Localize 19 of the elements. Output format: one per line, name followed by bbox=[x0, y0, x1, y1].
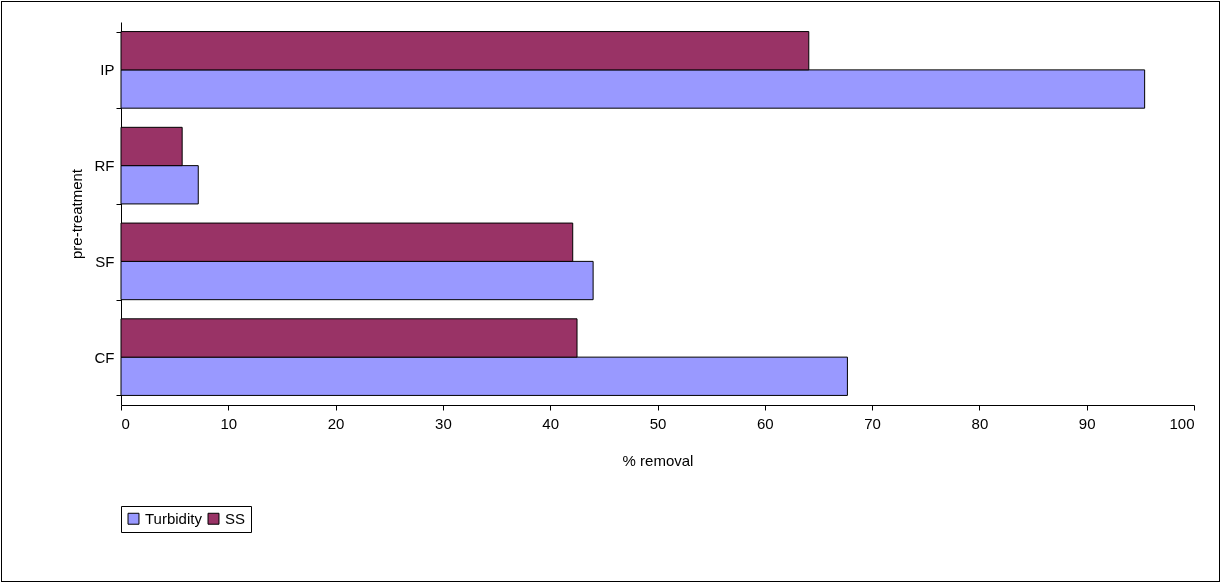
y-tick-label: RF bbox=[94, 157, 115, 175]
y-tick-label: SF bbox=[95, 252, 115, 270]
x-tick-label: 30 bbox=[435, 414, 452, 432]
x-tick-label: 90 bbox=[1078, 414, 1096, 432]
x-tick-label: 100 bbox=[1169, 414, 1195, 432]
x-tick-label: 40 bbox=[542, 414, 560, 432]
x-tick-label: 0 bbox=[121, 414, 130, 432]
x-tick-label: 20 bbox=[327, 414, 345, 432]
y-tick-label: IP bbox=[100, 61, 115, 79]
legend-label: SS bbox=[225, 509, 246, 527]
x-axis-title: % removal bbox=[622, 451, 694, 469]
x-tick-label: 60 bbox=[756, 414, 774, 432]
x-tick-label: 50 bbox=[649, 414, 667, 432]
x-tick-label: 80 bbox=[971, 414, 989, 432]
y-axis-title: pre-treatment bbox=[67, 168, 85, 260]
x-tick-label: 70 bbox=[864, 414, 881, 432]
legend-label: Turbidity bbox=[145, 509, 203, 527]
x-tick-label: 10 bbox=[220, 414, 238, 432]
y-tick-label: CF bbox=[94, 348, 115, 366]
